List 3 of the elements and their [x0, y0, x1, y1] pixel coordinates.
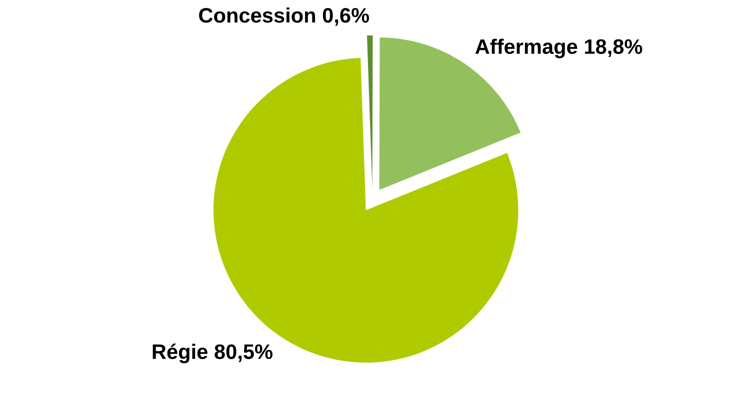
slice-label: Concession 0,6% — [199, 7, 370, 26]
slice-label: Régie 80,5% — [152, 344, 272, 364]
slice-label: Affermage 18,8% — [475, 38, 642, 58]
